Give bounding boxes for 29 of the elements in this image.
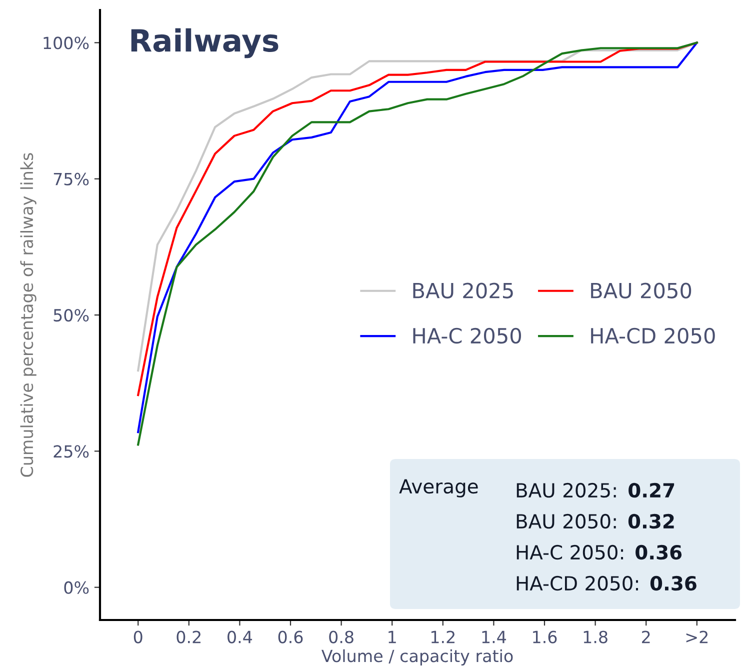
x-tick-label: >2 [686, 630, 708, 644]
y-axis-title: Cumulative percentage of railway links [20, 153, 36, 477]
legend-label: HA-CD 2050 [591, 328, 715, 344]
x-tick-label: 1 [388, 630, 396, 644]
y-tick-label: 75% [54, 172, 89, 186]
x-tick-label: 1.6 [533, 630, 557, 644]
x-tick-label: 1.4 [482, 630, 506, 644]
x-tick-label: 2 [642, 630, 650, 644]
annotation: HA-CD 2050: 0.36 [516, 576, 696, 591]
annotation: HA-C 2050: 0.36 [516, 544, 682, 560]
legend-label: HA-C 2050 [413, 328, 521, 344]
annotation: BAU 2050: 0.32 [516, 514, 674, 529]
x-axis-title: Volume / capacity ratio [321, 649, 513, 666]
x-tick-label: 1.8 [584, 630, 608, 644]
text: Railways [131, 28, 278, 58]
x-tick-label: 0.6 [278, 630, 303, 644]
y-tick-label: 100% [44, 36, 89, 50]
x-tick-label: 0.4 [228, 630, 252, 644]
y-tick-label: 0% [64, 581, 89, 594]
annotation: BAU 2025: 0.27 [516, 482, 674, 498]
annotation: Average [399, 479, 478, 498]
x-tick-label: 0.8 [329, 630, 354, 644]
y-tick-label: 50% [54, 308, 89, 322]
x-tick-label: 0 [134, 630, 142, 644]
legend-label: BAU 2025 [413, 282, 513, 298]
x-tick-label: 0.2 [176, 630, 200, 644]
x-tick-label: 1.2 [431, 630, 454, 644]
legend-label: BAU 2050 [591, 282, 692, 298]
y-tick-label: 25% [54, 445, 89, 458]
